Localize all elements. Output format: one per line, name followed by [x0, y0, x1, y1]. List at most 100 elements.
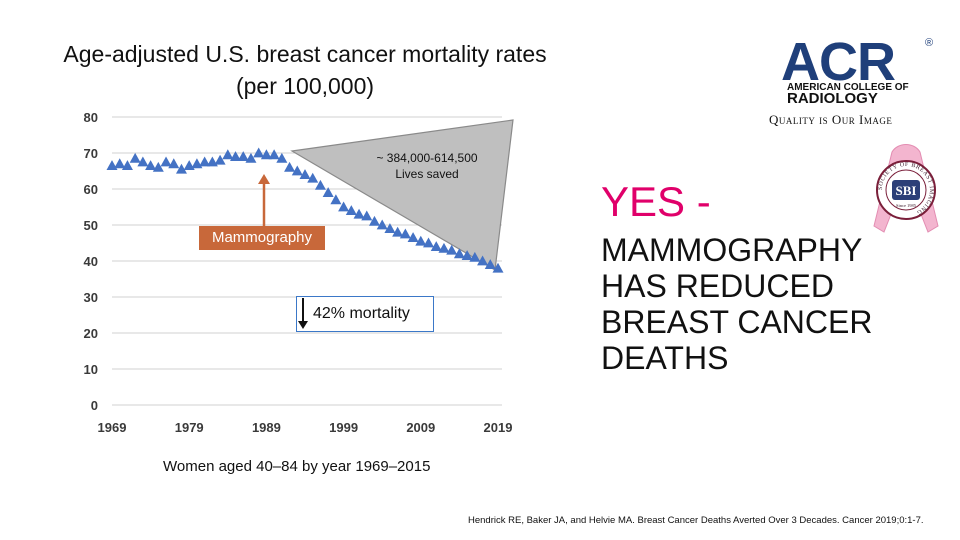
- data-point: [230, 151, 242, 161]
- data-point: [121, 160, 133, 170]
- mammography-label: Mammography: [211, 229, 313, 246]
- data-point: [291, 165, 303, 176]
- title-line-2: (per 100,000): [235, 73, 375, 99]
- down-arrow-icon: [298, 298, 308, 329]
- data-point: [276, 152, 288, 163]
- data-point: [484, 259, 496, 269]
- x-tick-label: 1999: [329, 420, 358, 435]
- headline: YES -: [601, 178, 711, 225]
- mammography-arrow-head: [258, 174, 270, 184]
- data-point: [353, 208, 365, 219]
- lives-saved-label: Lives saved: [395, 167, 459, 181]
- data-point: [129, 152, 141, 163]
- data-point: [191, 158, 203, 169]
- y-tick-label: 0: [91, 398, 98, 413]
- chart-footnote: Women aged 40–84 by year 1969–2015: [163, 458, 431, 475]
- y-tick-label: 30: [84, 290, 98, 305]
- x-tick-label: 1989: [252, 420, 281, 435]
- data-point: [423, 237, 435, 248]
- data-point: [307, 172, 319, 183]
- data-point: [114, 158, 126, 169]
- data-point: [152, 161, 164, 172]
- data-point: [222, 149, 234, 160]
- data-point: [461, 250, 473, 260]
- data-point: [492, 262, 504, 273]
- message-line-3: BREAST CANCER: [601, 304, 873, 340]
- data-point: [137, 156, 149, 167]
- y-tick-label: 70: [84, 146, 98, 161]
- sbi-since-text: Since 1985: [896, 203, 917, 208]
- x-tick-label: 1969: [98, 420, 127, 435]
- key-message: MAMMOGRAPHY HAS REDUCED BREAST CANCER DE…: [601, 232, 872, 376]
- sbi-logo: SOCIETY OF BREAST IMAGING SBI Since 1985: [873, 144, 939, 233]
- data-point: [145, 160, 157, 170]
- y-tick-label: 50: [84, 218, 98, 233]
- lives-saved-range: ~ 384,000-614,500: [376, 151, 478, 165]
- acr-logo-letters: ACR: [781, 32, 895, 92]
- message-line-1: MAMMOGRAPHY: [601, 232, 863, 268]
- mortality-reduction-label: 42% mortality: [313, 305, 410, 322]
- data-point: [214, 154, 226, 165]
- x-axis-ticks: 1969 1979 1989 1999 2009 2019: [98, 420, 513, 435]
- data-point: [299, 169, 311, 179]
- y-axis-ticks: 0 10 20 30 40 50 60 70 80: [84, 110, 98, 413]
- y-tick-label: 20: [84, 326, 98, 341]
- data-point: [368, 215, 380, 226]
- data-point: [330, 194, 342, 205]
- data-point: [415, 235, 427, 246]
- y-tick-label: 40: [84, 254, 98, 269]
- data-point: [168, 158, 180, 169]
- data-point: [453, 248, 465, 259]
- data-point: [477, 255, 489, 266]
- data-point: [106, 160, 118, 170]
- data-point: [322, 187, 334, 197]
- message-line-2: HAS REDUCED: [601, 268, 834, 304]
- acr-logo: ACR ® AMERICAN COLLEGE OF RADIOLOGY Qual…: [769, 32, 933, 127]
- data-point: [407, 232, 419, 242]
- x-tick-label: 2009: [406, 420, 435, 435]
- data-point: [175, 163, 187, 174]
- citation: Hendrick RE, Baker JA, and Helvie MA. Br…: [468, 515, 924, 526]
- acr-logo-line2: RADIOLOGY: [787, 90, 878, 107]
- data-point: [183, 160, 195, 170]
- data-point: [438, 242, 450, 253]
- lives-saved-triangle: [290, 119, 514, 271]
- data-point: [399, 228, 411, 239]
- data-point: [314, 179, 326, 190]
- acr-logo-line1: AMERICAN COLLEGE OF: [787, 82, 909, 93]
- acr-registered-mark: ®: [925, 37, 933, 49]
- data-point: [245, 152, 257, 163]
- mortality-reduction-box: 42% mortality: [296, 296, 434, 332]
- data-point: [160, 156, 172, 167]
- x-tick-label: 1979: [175, 420, 204, 435]
- slide-title: Age-adjusted U.S. breast cancer mortalit…: [20, 38, 590, 102]
- x-tick-label: 2019: [484, 420, 513, 435]
- data-point: [338, 201, 350, 212]
- y-tick-label: 10: [84, 362, 98, 377]
- title-line-1: Age-adjusted U.S. breast cancer mortalit…: [63, 41, 547, 67]
- data-point: [392, 226, 404, 237]
- data-point: [260, 149, 272, 160]
- message-line-4: DEATHS: [601, 340, 729, 376]
- y-tick-label: 80: [84, 110, 98, 125]
- data-point: [376, 219, 388, 230]
- data-point: [384, 223, 396, 233]
- sbi-center-text: SBI: [896, 183, 917, 198]
- y-tick-label: 60: [84, 182, 98, 197]
- chart-marks: [106, 147, 504, 273]
- data-point: [469, 251, 481, 262]
- acr-tagline: Quality is Our Image: [769, 112, 892, 127]
- data-point: [237, 151, 249, 161]
- data-point: [361, 210, 373, 221]
- lives-saved-annotation: ~ 384,000-614,500 Lives saved: [352, 150, 502, 182]
- data-point: [446, 244, 458, 255]
- mammography-label-box: Mammography: [199, 226, 325, 250]
- data-point: [206, 156, 218, 167]
- data-point: [253, 147, 265, 158]
- data-point: [284, 161, 296, 172]
- data-point: [199, 156, 211, 167]
- data-point: [268, 149, 280, 160]
- data-point: [430, 241, 442, 251]
- data-point: [345, 205, 357, 215]
